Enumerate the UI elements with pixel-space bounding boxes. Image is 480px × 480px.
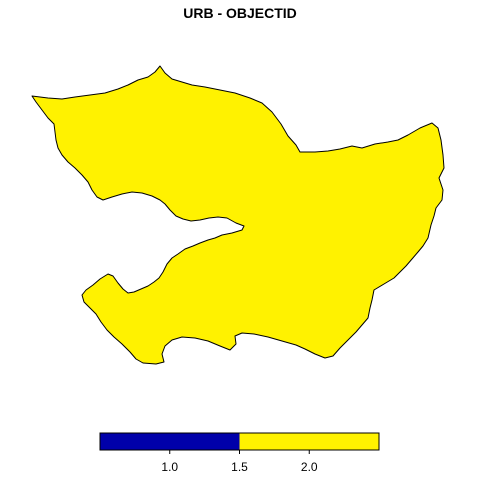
legend: 1.0 1.5 2.0: [99, 432, 380, 474]
legend-color-bar: [100, 433, 379, 450]
legend-tick-label: 1.5: [231, 460, 248, 474]
legend-tick-label: 2.0: [301, 460, 318, 474]
legend-ticks: 1.0 1.5 2.0: [161, 450, 318, 474]
legend-bin-2: [239, 433, 379, 450]
urb-polygon: [31, 65, 445, 365]
legend-bin-1: [100, 433, 240, 450]
map-title: URB - OBJECTID: [183, 5, 297, 21]
legend-tick-label: 1.0: [161, 460, 178, 474]
